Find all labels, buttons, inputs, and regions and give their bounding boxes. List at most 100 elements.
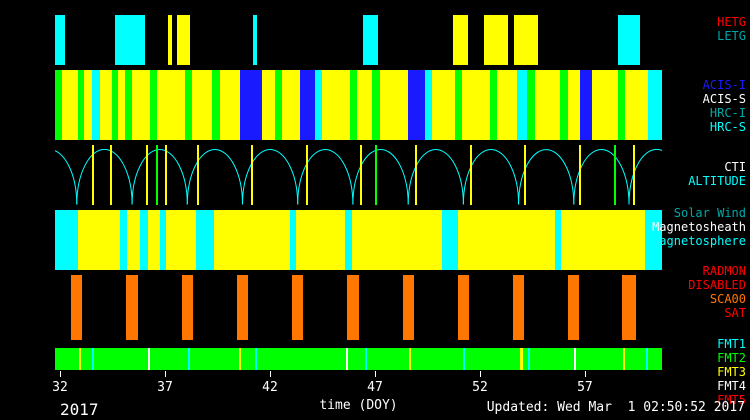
instruments-segment xyxy=(157,70,185,140)
instruments-segment xyxy=(455,70,462,140)
regions-segment xyxy=(55,210,79,270)
gratings-segment xyxy=(115,15,145,65)
instruments-segment xyxy=(78,70,84,140)
gratings-segment xyxy=(168,15,172,65)
instruments-segment xyxy=(322,70,350,140)
labels-regions: Solar Wind Magnetosheath Magnetosphere xyxy=(652,206,746,248)
band-label-fmt3: FMT3 xyxy=(717,365,746,379)
labels-fmt: FMT1 FMT2 FMT3 FMT4 FMT5 xyxy=(717,337,746,407)
instruments-segment xyxy=(112,70,118,140)
fmt-segment xyxy=(238,348,241,370)
fmt-segment xyxy=(148,348,151,370)
regions-segment xyxy=(196,210,214,270)
instruments-segment xyxy=(617,70,625,140)
labels-instruments: ACIS-I ACIS-S HRC-I HRC-S xyxy=(703,78,746,134)
gratings-segment xyxy=(617,15,640,65)
radmon-segment xyxy=(236,275,249,340)
labels-altitude: CTI ALTITUDE xyxy=(688,160,746,188)
axis-tick xyxy=(60,371,61,377)
band-label-solar-wind: Solar Wind xyxy=(673,206,746,220)
instruments-segment xyxy=(372,70,380,140)
instruments-segment xyxy=(624,70,648,140)
instruments-segment xyxy=(560,70,568,140)
regions-segment xyxy=(442,210,458,270)
axis-tick-label: 57 xyxy=(577,380,593,395)
instruments-segment xyxy=(55,70,63,140)
band-label-fmt2: FMT2 xyxy=(717,351,746,365)
instruments-segment xyxy=(92,70,100,140)
altitude-arc xyxy=(76,148,133,205)
instruments-segment xyxy=(567,70,580,140)
gratings-segment xyxy=(514,15,538,65)
instruments-segment xyxy=(185,70,193,140)
gratings-segment xyxy=(177,15,190,65)
radmon-segment xyxy=(568,275,580,340)
band-label-magnetosphere: Magnetosphere xyxy=(652,234,746,248)
fmt-segment xyxy=(645,348,648,370)
altitude-vline xyxy=(146,145,149,205)
radmon-segment xyxy=(126,275,138,340)
band-label-letg: LETG xyxy=(717,29,746,43)
gratings-segment xyxy=(55,15,66,65)
axis-tick xyxy=(375,371,376,377)
radmon-segment xyxy=(71,275,83,340)
altitude-vline xyxy=(469,145,472,205)
band-fmt xyxy=(55,348,662,370)
band-label-altitude: ALTITUDE xyxy=(688,174,746,188)
band-radmon xyxy=(55,275,662,340)
regions-segment xyxy=(345,210,352,270)
radmon-segment xyxy=(621,275,637,340)
band-label-fmt5: FMT5 xyxy=(717,393,746,407)
regions-segment xyxy=(120,210,127,270)
altitude-vline xyxy=(110,145,113,205)
altitude-vline xyxy=(360,145,363,205)
instruments-segment xyxy=(220,70,240,140)
band-label-hrc-s: HRC-S xyxy=(709,120,746,134)
regions-segment xyxy=(289,210,296,270)
x-axis-title: time (DOY) xyxy=(319,398,398,413)
altitude-vline xyxy=(633,145,636,205)
fmt-segment xyxy=(345,348,348,370)
regions-segment xyxy=(645,210,662,270)
altitude-vline xyxy=(305,145,308,205)
axis-tick-label: 37 xyxy=(157,380,173,395)
gratings-segment xyxy=(363,15,378,65)
band-label-fmt4: FMT4 xyxy=(717,379,746,393)
radmon-segment xyxy=(347,275,359,340)
radmon-segment xyxy=(402,275,414,340)
band-label-cti: CTI xyxy=(724,160,746,174)
instruments-segment xyxy=(356,70,372,140)
band-label-hrc-i: HRC-I xyxy=(709,106,746,120)
instruments-segment xyxy=(647,70,662,140)
altitude-arc xyxy=(407,149,464,205)
instruments-segment xyxy=(527,70,535,140)
fmt-segment xyxy=(364,348,367,370)
fmt-segment xyxy=(622,348,625,370)
fmt-segment xyxy=(574,348,577,370)
fmt-segment xyxy=(91,348,94,370)
altitude-arc xyxy=(518,149,575,205)
radmon-segment xyxy=(512,275,525,340)
axis-tick-label: 47 xyxy=(367,380,383,395)
instruments-segment xyxy=(240,70,262,140)
altitude-vline xyxy=(614,145,617,205)
band-label-acis-i: ACIS-I xyxy=(702,78,746,92)
instruments-segment xyxy=(62,70,79,140)
fmt-segment xyxy=(463,348,466,370)
band-altitude xyxy=(55,145,662,205)
band-label-sca00: SCA00 xyxy=(709,292,746,306)
instruments-segment xyxy=(350,70,357,140)
gratings-segment xyxy=(452,15,468,65)
altitude-arc xyxy=(55,150,78,205)
instruments-segment xyxy=(99,70,113,140)
radmon-segment xyxy=(292,275,304,340)
altitude-arc xyxy=(297,149,354,205)
altitude-vline xyxy=(196,145,199,205)
altitude-vline xyxy=(375,145,377,205)
instruments-segment xyxy=(212,70,221,140)
axis-tick xyxy=(480,371,481,377)
band-solar-wind-regions xyxy=(55,210,662,270)
band-label-disabled: DISABLED xyxy=(688,278,746,292)
instruments-segment xyxy=(84,70,92,140)
